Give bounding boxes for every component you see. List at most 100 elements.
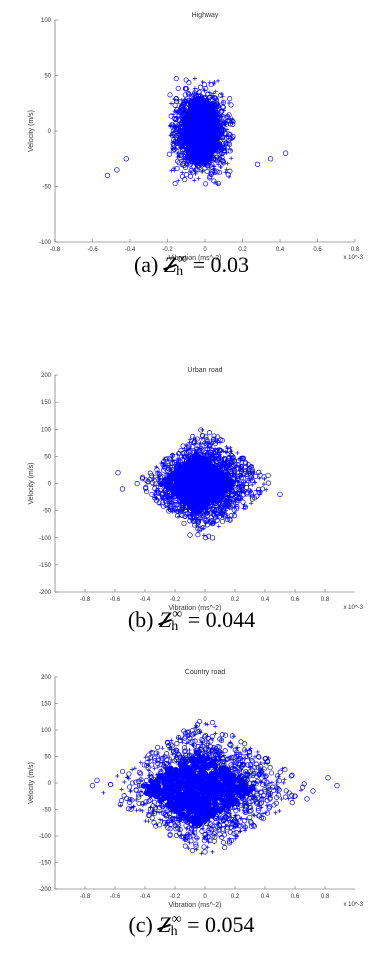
- data-point: [186, 468, 193, 475]
- data-point: [219, 151, 225, 157]
- data-point: [201, 844, 207, 850]
- y-tick-label: 150: [41, 702, 52, 708]
- data-point: [265, 480, 271, 486]
- data-point: [171, 491, 177, 497]
- data-point: [162, 457, 167, 462]
- data-point: [224, 450, 229, 455]
- data-point: [241, 488, 246, 493]
- data-point: [167, 92, 173, 98]
- data-point: [271, 787, 277, 794]
- data-point: [215, 182, 220, 187]
- data-point: [182, 507, 188, 513]
- data-point: [254, 488, 259, 493]
- data-point: [220, 134, 226, 141]
- data-point: [180, 157, 185, 162]
- data-point: [179, 737, 184, 742]
- data-point: [261, 811, 266, 816]
- data-point: [183, 86, 189, 92]
- x-tick-label: -0.2: [162, 247, 173, 253]
- data-point: [159, 497, 164, 502]
- data-point: [193, 87, 199, 94]
- data-point: [166, 455, 172, 461]
- data-point: [246, 466, 252, 472]
- data-point: [219, 143, 224, 148]
- data-point: [144, 488, 150, 495]
- data-points: [89, 718, 340, 856]
- data-point: [211, 167, 216, 172]
- data-point: [229, 733, 235, 739]
- data-point: [208, 454, 214, 460]
- data-point: [188, 168, 194, 174]
- data-point: [206, 518, 211, 523]
- data-point: [207, 741, 212, 746]
- caption-b: (b) Zh∞ = 0.044: [0, 607, 383, 635]
- data-point: [221, 99, 227, 105]
- data-point: [180, 161, 186, 167]
- data-point: [183, 97, 188, 102]
- data-point: [228, 445, 233, 450]
- x-tick-label: 0: [203, 894, 207, 900]
- data-point: [194, 480, 201, 487]
- data-point: [174, 165, 180, 172]
- data-point: [198, 517, 203, 522]
- data-point: [154, 467, 160, 473]
- data-point: [168, 494, 174, 500]
- data-point: [237, 481, 243, 487]
- data-point: [170, 145, 176, 151]
- data-point: [163, 813, 169, 819]
- x-axis-label: Vibration (ms^-2): [169, 605, 222, 612]
- data-point: [207, 80, 212, 85]
- x-tick-label: 0.6: [291, 597, 300, 603]
- y-axis-label: Velocity (m/s): [28, 762, 35, 804]
- x-tick-label: -0.2: [170, 894, 181, 900]
- data-point: [224, 150, 229, 155]
- data-point: [249, 493, 254, 498]
- data-point: [197, 473, 204, 479]
- data-point: [253, 787, 258, 792]
- data-point: [140, 474, 146, 480]
- data-point: [101, 790, 106, 795]
- data-point: [240, 456, 246, 462]
- data-point: [269, 780, 274, 785]
- data-point: [283, 794, 289, 800]
- data-point: [143, 485, 149, 491]
- y-tick-label: 150: [41, 400, 52, 406]
- y-tick-label: 200: [41, 373, 52, 379]
- outlier-point: [104, 172, 111, 179]
- data-point: [163, 502, 169, 508]
- data-point: [169, 122, 175, 128]
- data-point: [175, 480, 181, 487]
- data-point: [178, 152, 184, 158]
- data-point: [228, 742, 234, 748]
- data-point: [227, 517, 233, 523]
- y-tick-label: 0: [48, 129, 52, 135]
- data-point: [250, 468, 256, 475]
- caption-sup: ∞: [172, 607, 183, 622]
- data-point: [221, 449, 226, 454]
- data-point: [194, 436, 200, 442]
- data-point: [187, 146, 193, 153]
- data-point: [225, 466, 231, 472]
- y-tick-label: -100: [39, 536, 52, 542]
- data-point: [182, 177, 188, 183]
- data-point: [188, 169, 193, 174]
- data-point: [169, 452, 174, 457]
- data-point: [151, 473, 156, 478]
- data-point: [249, 466, 255, 473]
- data-point: [170, 752, 175, 757]
- y-tick-label: -200: [39, 887, 52, 893]
- outlier-point: [254, 161, 261, 167]
- data-point: [211, 433, 217, 439]
- data-point: [261, 482, 266, 487]
- data-point: [191, 453, 198, 459]
- data-point: [203, 517, 209, 523]
- x-tick-label: -0.2: [170, 597, 181, 603]
- data-point: [255, 808, 261, 814]
- data-point: [166, 474, 172, 481]
- data-point: [227, 448, 233, 454]
- data-point: [170, 509, 175, 514]
- data-point: [214, 169, 220, 175]
- data-point: [175, 456, 180, 461]
- data-point: [207, 175, 213, 181]
- data-point: [258, 490, 263, 495]
